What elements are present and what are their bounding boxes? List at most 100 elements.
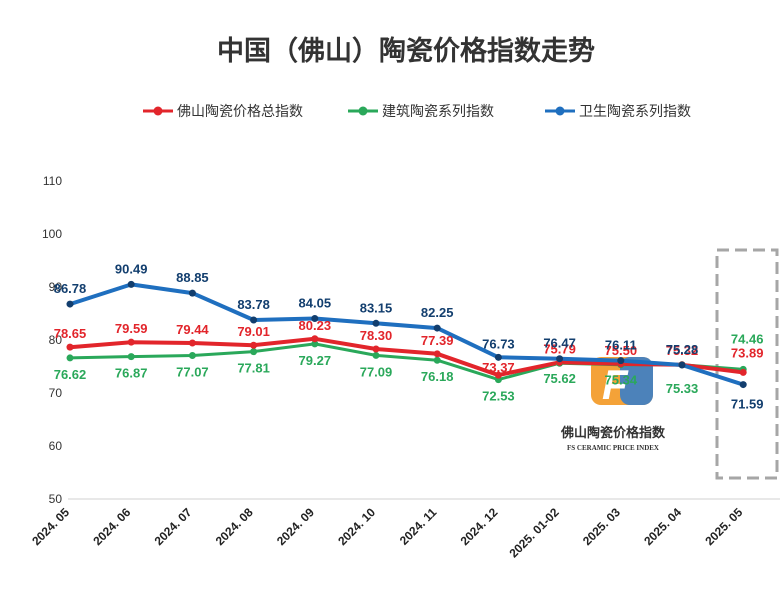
data-label: 75.50: [605, 343, 638, 358]
data-point: [66, 300, 74, 308]
data-label: 82.25: [421, 305, 454, 320]
x-tick-label: 2024. 10: [335, 505, 378, 548]
y-tick-label: 100: [42, 227, 62, 241]
data-label: 75.79: [543, 341, 576, 356]
data-point: [250, 341, 258, 349]
data-label: 84.05: [299, 296, 332, 311]
x-tick-label: 2024. 08: [213, 505, 256, 548]
legend-label: 佛山陶瓷价格总指数: [177, 104, 303, 120]
data-point: [556, 355, 564, 363]
x-axis: 2024. 05 2024. 06 2024. 07 2024. 08 2024. 09…: [29, 505, 745, 560]
data-label: 79.59: [115, 321, 148, 336]
data-label: 75.34: [605, 373, 638, 388]
data-label: 76.87: [115, 366, 148, 381]
highlight-box: [715, 248, 779, 480]
data-point: [250, 348, 258, 356]
x-tick-label: 2024. 12: [458, 505, 501, 548]
data-label: 83.15: [360, 300, 393, 315]
data-point: [188, 352, 196, 360]
data-point: [617, 357, 625, 365]
legend-swatch-marker: [153, 106, 163, 116]
data-point: [433, 350, 441, 358]
data-point: [311, 315, 319, 323]
logo-subtitle: FS CERAMIC PRICE INDEX: [567, 444, 659, 452]
x-tick-label: 2024. 09: [274, 505, 317, 548]
x-tick-label: 2024. 07: [152, 505, 195, 548]
y-tick-label: 110: [43, 174, 62, 188]
data-label: 76.62: [54, 367, 87, 382]
y-tick-label: 80: [49, 333, 63, 347]
data-label: 76.47: [543, 336, 576, 351]
data-label: 77.07: [176, 365, 209, 380]
series-lines: [68, 282, 746, 387]
data-point: [494, 371, 502, 379]
data-point: [66, 343, 74, 351]
y-tick-label: 90: [49, 280, 63, 294]
data-label: 90.49: [115, 261, 148, 276]
data-label: 75.33: [666, 381, 699, 396]
x-tick-label: 2024. 11: [397, 505, 440, 548]
data-label: 75.28: [666, 342, 699, 357]
data-label: 86.78: [54, 281, 87, 296]
legend: 佛山陶瓷价格总指数 建筑陶瓷系列指数 卫生陶瓷系列指数: [143, 104, 691, 120]
x-tick-label: 2025. 01-02: [507, 505, 562, 560]
data-point: [494, 353, 502, 361]
data-point: [188, 289, 196, 297]
legend-swatch-marker: [358, 106, 368, 116]
x-tick-label: 2024. 05: [29, 505, 72, 548]
logo-letter: F: [602, 361, 629, 408]
series-line: [68, 282, 746, 387]
y-axis: 50 60 70 80 90 100 110: [42, 174, 62, 506]
data-point: [372, 351, 380, 359]
logo-name: 佛山陶瓷价格指数: [560, 425, 666, 441]
data-label: 79.27: [299, 353, 332, 368]
legend-swatch-marker: [555, 106, 565, 116]
data-label: 88.85: [176, 270, 209, 285]
data-label: 78.30: [360, 328, 393, 343]
data-point: [66, 354, 74, 362]
data-label: 73.37: [482, 360, 515, 375]
chart-title: 中国（佛山）陶瓷价格指数走势: [217, 35, 595, 67]
legend-label: 建筑陶瓷系列指数: [382, 104, 494, 120]
data-point: [311, 335, 319, 343]
data-label: 79.44: [176, 322, 209, 337]
data-label: 76.18: [421, 369, 454, 384]
x-tick-label: 2025. 04: [641, 505, 684, 548]
data-point: [372, 345, 380, 353]
data-point: [739, 368, 747, 376]
data-label: 83.78: [237, 297, 270, 312]
data-point: [433, 356, 441, 364]
data-point: [739, 381, 747, 389]
data-label: 78.65: [54, 326, 87, 341]
series-line: [68, 336, 746, 378]
x-tick-label: 2025. 03: [580, 505, 623, 548]
data-label: 77.39: [421, 333, 454, 348]
data-point: [311, 340, 319, 348]
data-labels: 78.65 79.59 79.44 79.01 80.23 78.30 77.39 73.37…: [54, 261, 764, 411]
data-label: 77.81: [237, 361, 270, 376]
data-point: [250, 316, 258, 324]
data-point: [433, 324, 441, 332]
data-label: 76.11: [605, 338, 637, 353]
data-point: [127, 353, 135, 361]
data-point: [188, 339, 196, 347]
series-points: [66, 280, 747, 389]
data-label: 80.23: [299, 318, 332, 333]
y-tick-label: 50: [49, 492, 63, 506]
y-tick-label: 70: [49, 386, 63, 400]
data-label: 77.09: [360, 364, 393, 379]
logo-icon-blue: [620, 357, 653, 405]
y-tick-label: 60: [49, 439, 63, 453]
data-point: [372, 319, 380, 327]
legend-label: 卫生陶瓷系列指数: [579, 104, 691, 120]
data-label: 74.46: [731, 331, 764, 346]
data-point: [678, 361, 686, 369]
x-tick-label: 2025. 05: [702, 505, 745, 548]
fs-ceramic-logo: F 佛山陶瓷价格指数 FS CERAMIC PRICE INDEX: [560, 357, 666, 452]
data-label: 76.73: [482, 336, 515, 351]
data-point: [127, 338, 135, 346]
data-label: 75.62: [543, 371, 576, 386]
data-point: [127, 280, 135, 288]
data-label: 73.89: [731, 345, 764, 360]
